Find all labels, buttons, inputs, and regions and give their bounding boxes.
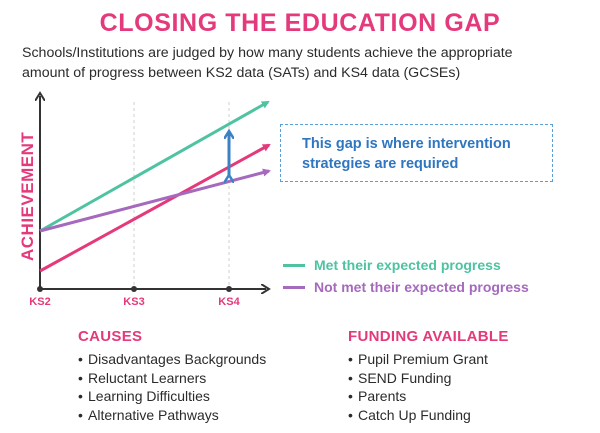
tick-label-ks3: KS3 <box>123 296 144 308</box>
list-item: • SEND Funding <box>348 369 452 386</box>
legend-swatch-not-met <box>283 285 305 289</box>
gap-note-line-2: strategies are required <box>302 156 459 172</box>
not-met-progress-line <box>39 168 271 233</box>
list-item: • Disadvantages Backgrounds <box>78 351 267 367</box>
met-progress-line <box>39 100 270 233</box>
legend-swatch-met <box>283 263 305 267</box>
list-item: • Catch Up Funding <box>348 406 471 423</box>
gap-note: This gap is where intervention strategie… <box>280 124 553 182</box>
causes-heading: CAUSES <box>78 328 143 345</box>
legend-item-met: Met their expected progress <box>283 257 501 273</box>
tick-dot-ks3 <box>131 286 137 292</box>
gap-note-line-1: This gap is where intervention <box>302 136 511 152</box>
tick-label-ks4: KS4 <box>218 296 240 308</box>
list-item: • Parents <box>348 388 407 404</box>
funding-list: • Pupil Premium Grant • SEND Funding • Pare… <box>348 350 509 424</box>
legend-item-not-met: Not met their expected progress <box>283 279 529 295</box>
page-title: CLOSING THE EDUCATION GAP <box>99 9 501 37</box>
subtitle-line-2: amount of progress between KS2 data (SAT… <box>22 65 461 81</box>
funding-section: FUNDING AVAILABLE • Pupil Premium Grant •… <box>348 328 509 424</box>
tick-dot-ks2 <box>37 286 43 292</box>
legend-label-not-met: Not met their expected progress <box>314 279 529 295</box>
causes-list: • Disadvantages Backgrounds • Reluctant Le… <box>78 350 266 424</box>
page-subtitle: Schools/Institutions are judged by how m… <box>22 43 592 83</box>
legend-label-met: Met their expected progress <box>314 257 501 273</box>
funding-heading: FUNDING AVAILABLE <box>348 328 509 345</box>
tick-label-ks2: KS2 <box>29 296 50 308</box>
list-item: • Alternative Pathways <box>78 406 219 423</box>
list-item: • Reluctant Learners <box>78 369 207 386</box>
causes-section: CAUSES • Disadvantages Backgrounds • Reluc… <box>78 328 266 424</box>
low-start-line <box>39 143 271 273</box>
y-axis-label: ACHIEVEMENT <box>18 132 37 261</box>
list-item: • Pupil Premium Grant <box>348 351 488 367</box>
tick-dot-ks4 <box>226 286 232 292</box>
list-item: • Learning Difficulties <box>78 388 210 404</box>
subtitle-line-1: Schools/Institutions are judged by how m… <box>22 45 513 61</box>
